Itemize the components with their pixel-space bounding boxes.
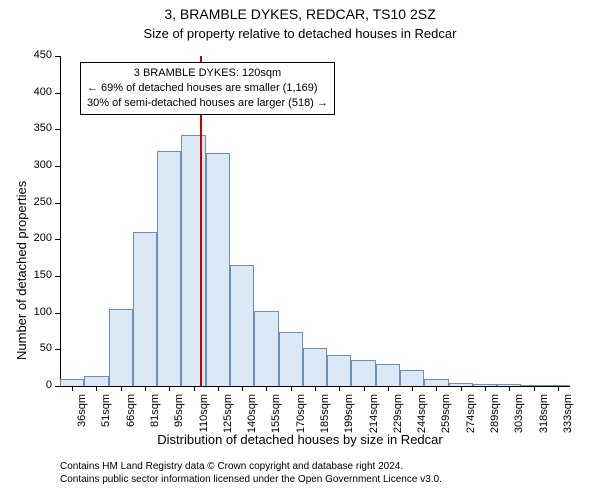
annotation-line: ← 69% of detached houses are smaller (1,… — [87, 81, 328, 96]
histogram-bar — [376, 364, 400, 386]
histogram-bar — [327, 355, 351, 386]
histogram-bar — [157, 151, 181, 386]
footer-line-1: Contains HM Land Registry data © Crown c… — [60, 460, 442, 473]
histogram-bar — [230, 265, 254, 386]
y-tick-label: 400 — [20, 86, 52, 98]
histogram-bar — [84, 376, 108, 386]
histogram-bar — [279, 332, 303, 386]
y-tick-label: 300 — [20, 159, 52, 171]
x-tick — [266, 386, 267, 391]
x-tick — [461, 386, 462, 391]
chart-title-address: 3, BRAMBLE DYKES, REDCAR, TS10 2SZ — [0, 6, 600, 22]
x-tick — [194, 386, 195, 391]
x-tick — [121, 386, 122, 391]
x-tick — [364, 386, 365, 391]
x-tick — [558, 386, 559, 391]
x-tick — [509, 386, 510, 391]
x-tick — [291, 386, 292, 391]
x-tick — [436, 386, 437, 391]
footer-line-2: Contains public sector information licen… — [60, 473, 442, 486]
x-tick — [145, 386, 146, 391]
annotation-box: 3 BRAMBLE DYKES: 120sqm← 69% of detached… — [80, 62, 335, 115]
footer-attribution: Contains HM Land Registry data © Crown c… — [60, 460, 442, 486]
annotation-line: 30% of semi-detached houses are larger (… — [87, 96, 328, 111]
chart-title-description: Size of property relative to detached ho… — [0, 26, 600, 41]
y-axis-label: Number of detached properties — [14, 181, 29, 360]
histogram-bar — [181, 135, 205, 386]
histogram-bar — [206, 153, 230, 386]
histogram-bar — [424, 379, 448, 386]
x-tick — [218, 386, 219, 391]
histogram-bar — [400, 370, 424, 386]
y-axis-line — [60, 56, 61, 386]
histogram-bar — [351, 360, 375, 386]
x-tick — [72, 386, 73, 391]
histogram-bar — [254, 311, 278, 386]
x-tick — [388, 386, 389, 391]
x-tick — [242, 386, 243, 391]
x-tick — [315, 386, 316, 391]
x-tick — [534, 386, 535, 391]
x-axis-label: Distribution of detached houses by size … — [0, 432, 600, 447]
x-tick — [169, 386, 170, 391]
annotation-line: 3 BRAMBLE DYKES: 120sqm — [87, 66, 328, 81]
x-tick — [485, 386, 486, 391]
x-tick — [412, 386, 413, 391]
x-tick — [96, 386, 97, 391]
histogram-bar — [133, 232, 157, 386]
y-tick-label: 0 — [20, 379, 52, 391]
x-tick — [339, 386, 340, 391]
histogram-bar — [109, 309, 133, 386]
y-tick-label: 450 — [20, 49, 52, 61]
y-tick-label: 350 — [20, 122, 52, 134]
histogram-bar — [60, 379, 84, 386]
histogram-bar — [303, 348, 327, 386]
chart-plot-area: 05010015020025030035040045036sqm51sqm66s… — [60, 56, 570, 386]
